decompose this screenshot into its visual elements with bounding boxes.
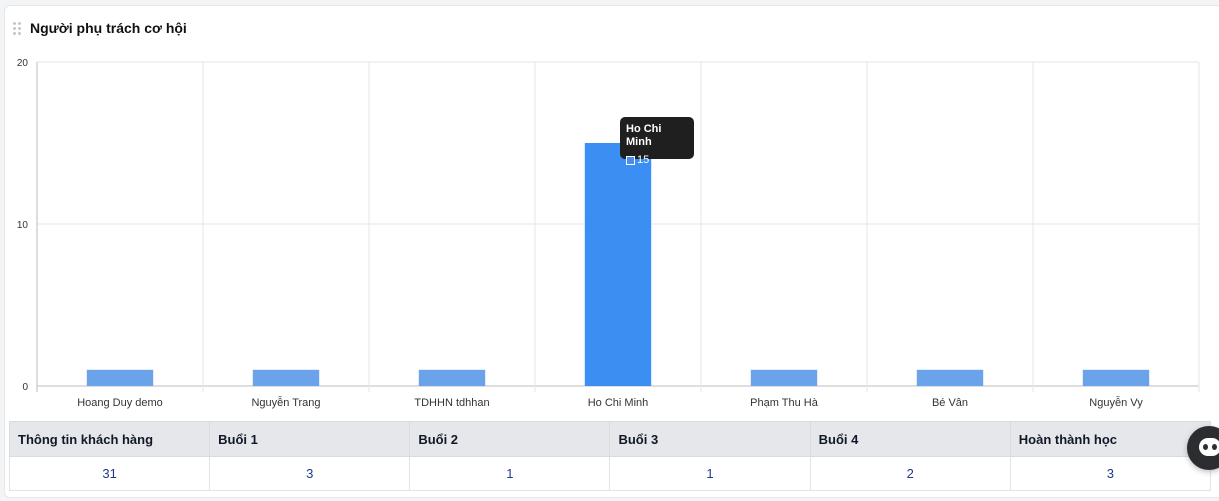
x-tick-label: Bé Vân [932, 397, 968, 409]
tooltip-value: 15 [637, 154, 650, 166]
tooltip-swatch [626, 155, 635, 165]
stats-value-cell: 2 [809, 456, 1011, 491]
stats-value-cell: 3 [1009, 456, 1212, 491]
stats-value-cell: 31 [8, 456, 211, 491]
tooltip-row: 15 [626, 154, 687, 166]
y-tick-label: 0 [22, 382, 28, 393]
stats-header-cell: Buổi 4 [809, 421, 1011, 457]
stats-value-cell: 1 [409, 456, 611, 491]
x-tick-label: Nguyễn Vy [1089, 396, 1143, 409]
bar [418, 369, 486, 386]
bar [584, 143, 652, 386]
stats-value-cell: 3 [209, 456, 411, 491]
stats-header-cell: Thông tin khách hàng [8, 421, 211, 457]
x-tick-label: Nguyễn Trang [251, 396, 320, 409]
chat-bot-icon [1199, 438, 1219, 456]
stats-value-row: 31 3 1 1 2 3 [8, 456, 1212, 491]
bar-chart: 0 10 20 Hoang Duy demo Nguyễn Trang TDHHN tdh… [17, 58, 1200, 409]
x-tick-label: Hoang Duy demo [77, 397, 163, 409]
stats-value-cell: 1 [609, 456, 811, 491]
y-tick-label: 10 [17, 220, 29, 231]
card-header: Người phụ trách cơ hội [13, 18, 187, 38]
stats-header-cell: Buổi 1 [209, 421, 411, 457]
bar [252, 369, 320, 386]
stats-header-cell: Buổi 3 [609, 421, 811, 457]
bar [86, 369, 154, 386]
card-title: Người phụ trách cơ hội [30, 20, 187, 36]
tooltip-title: Ho Chi Minh [626, 123, 662, 148]
bar [750, 369, 818, 386]
stats-header-cell: Hoàn thành học [1009, 421, 1212, 457]
bar [916, 369, 984, 386]
drag-handle-icon[interactable] [13, 21, 23, 35]
x-tick-label: Phạm Thu Hà [750, 397, 819, 409]
chat-bot-button[interactable] [1187, 426, 1219, 470]
bar [1082, 369, 1150, 386]
x-tick-label: Ho Chi Minh [588, 397, 649, 409]
stats-header-cell: Buổi 2 [409, 421, 611, 457]
chart-tooltip: Ho Chi Minh 15 [620, 117, 694, 166]
stats-header-row: Thông tin khách hàng Buổi 1 Buổi 2 Buổi … [8, 421, 1212, 457]
y-tick-label: 20 [17, 58, 29, 69]
stats-table: Thông tin khách hàng Buổi 1 Buổi 2 Buổi … [8, 421, 1212, 491]
x-tick-label: TDHHN tdhhan [414, 397, 489, 409]
